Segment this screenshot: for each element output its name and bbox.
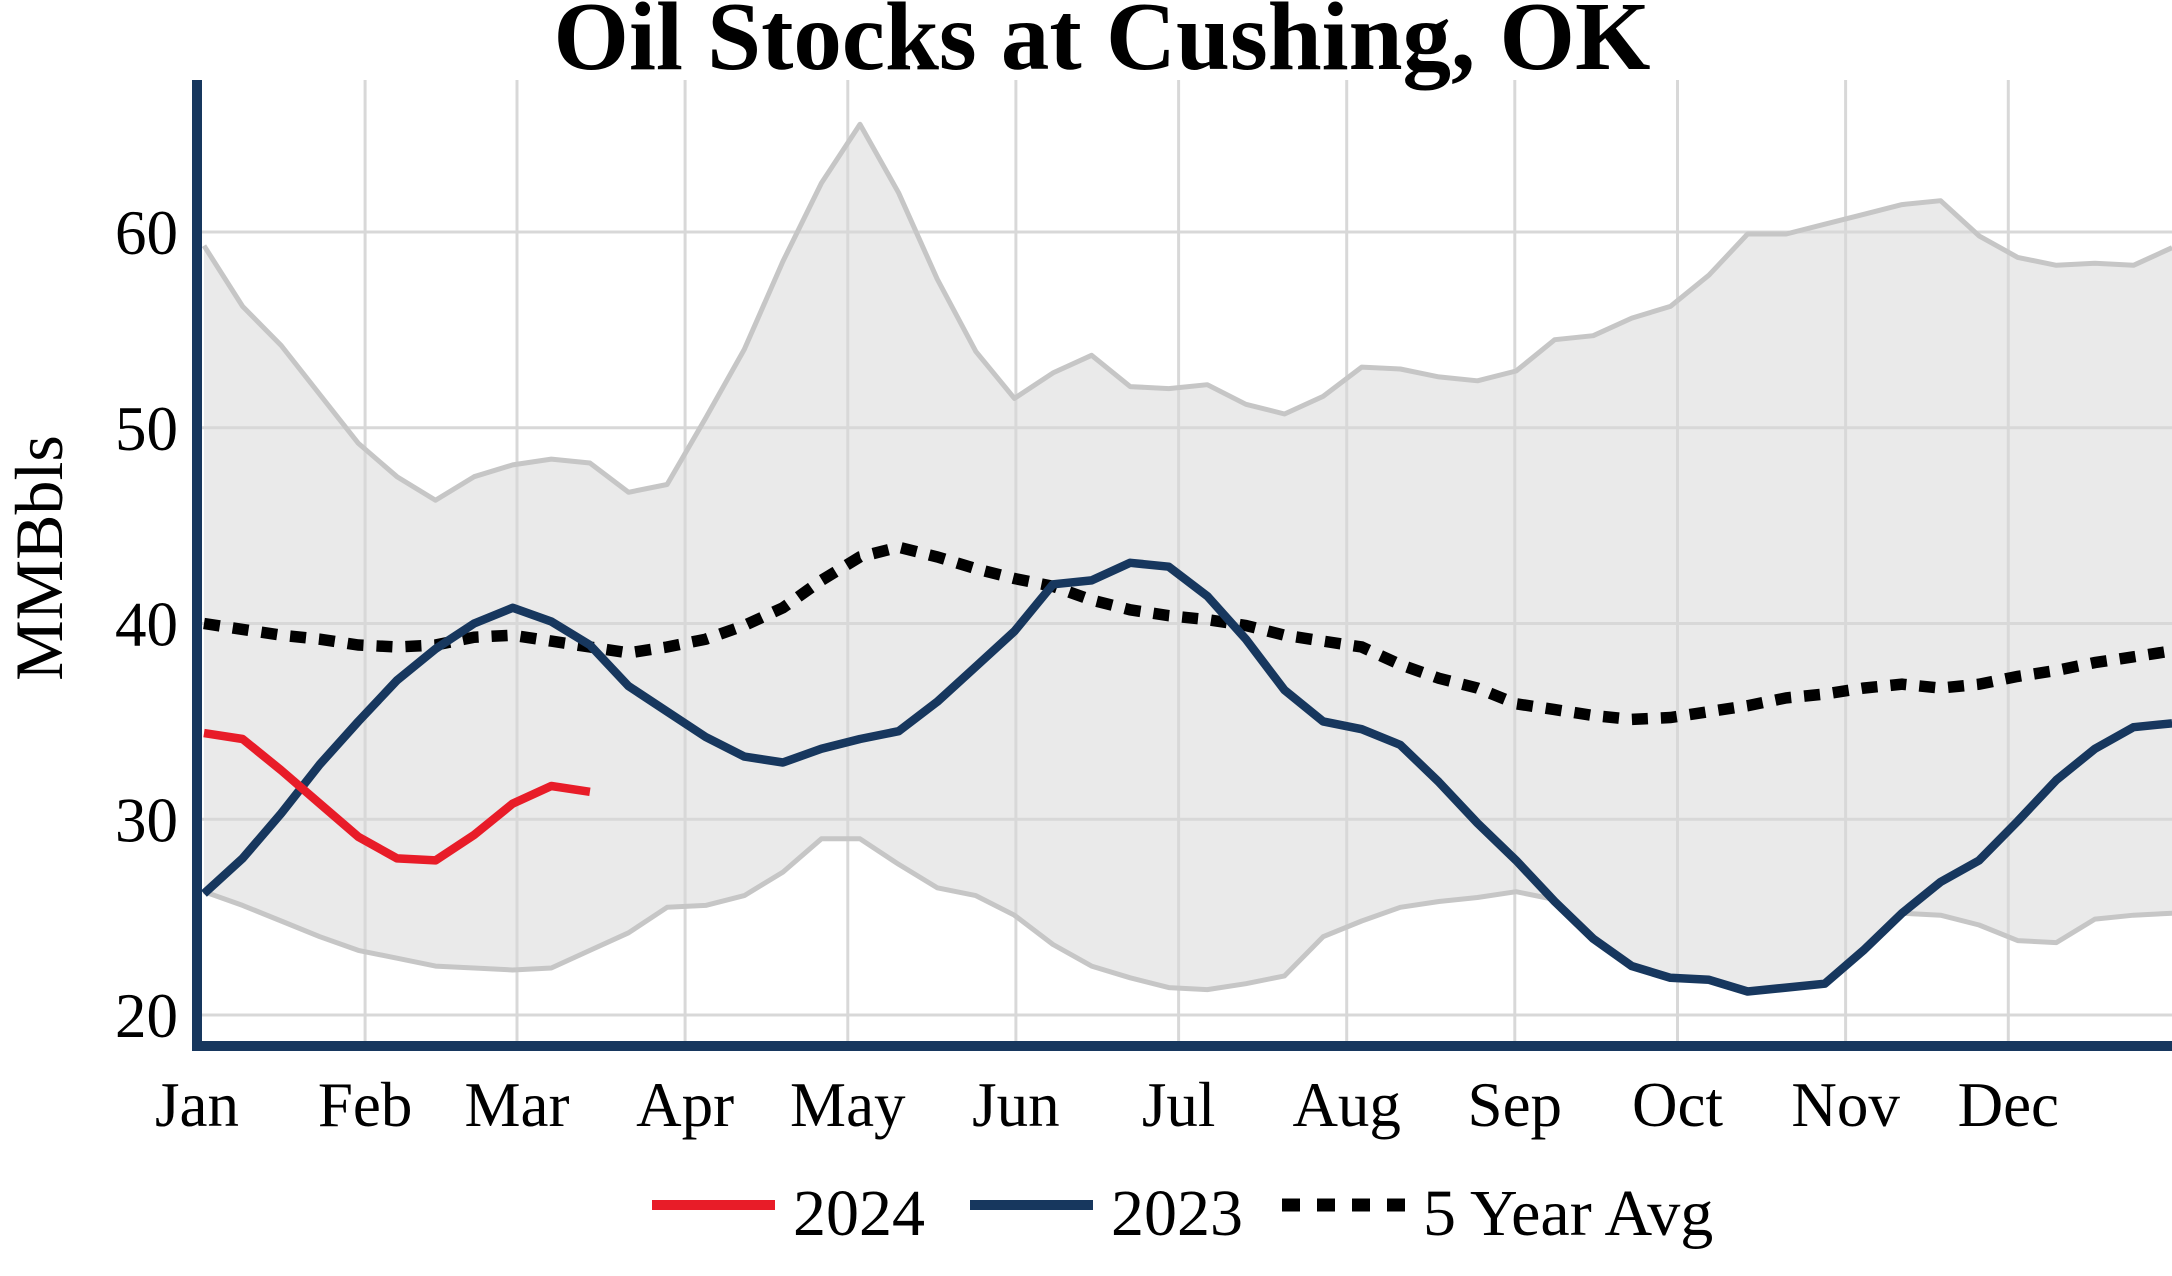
- x-tick-label-Feb: Feb: [318, 1070, 413, 1140]
- x-tick-label-Jul: Jul: [1142, 1070, 1216, 1140]
- y-tick-label-30: 30: [115, 785, 178, 855]
- y-axis-spine: [192, 80, 202, 1051]
- legend: 2024 2023 5 Year Avg: [652, 1177, 1713, 1250]
- legend-label-5 Year Avg: 5 Year Avg: [1423, 1177, 1713, 1250]
- x-tick-label-Nov: Nov: [1791, 1070, 1900, 1140]
- five-year-range-upper-edge: [201, 121, 2172, 503]
- line-2023: [201, 558, 2172, 996]
- band-layer: [204, 124, 2172, 992]
- y-tick-label-50: 50: [115, 394, 178, 464]
- legend-item-2024: 2024: [652, 1177, 925, 1250]
- grid-layer: [197, 80, 2172, 1041]
- series-layer: [201, 541, 2172, 996]
- y-tick-label-40: 40: [115, 590, 178, 660]
- x-tick-label-Oct: Oct: [1632, 1070, 1723, 1140]
- legend-label-2024: 2024: [793, 1177, 925, 1250]
- five-year-range-band: [204, 124, 2172, 992]
- axes-layer: [192, 80, 2172, 1051]
- line-2024: [203, 728, 591, 865]
- y-tick-label-20: 20: [115, 981, 178, 1051]
- x-tick-label-Apr: Apr: [636, 1070, 734, 1140]
- y-tick-label-60: 60: [115, 198, 178, 268]
- x-tick-label-Aug: Aug: [1292, 1070, 1401, 1140]
- x-tick-label-Mar: Mar: [465, 1070, 570, 1140]
- x-tick-label-Sep: Sep: [1468, 1070, 1563, 1140]
- x-tick-label-May: May: [790, 1070, 906, 1140]
- x-axis-spine: [192, 1041, 2172, 1051]
- x-tick-label-Jan: Jan: [155, 1070, 239, 1140]
- legend-label-2023: 2023: [1111, 1177, 1243, 1250]
- legend-item-2023: 2023: [970, 1177, 1243, 1250]
- x-tick-label-Jun: Jun: [972, 1070, 1060, 1140]
- chart-title: Oil Stocks at Cushing, OK: [554, 0, 1651, 90]
- x-tick-label-Dec: Dec: [1958, 1070, 2059, 1140]
- legend-item-5 Year Avg: 5 Year Avg: [1282, 1177, 1713, 1250]
- y-axis-title: MMBbls: [1, 435, 77, 681]
- labels-layer: Oil Stocks at Cushing, OK MMBbls 20 30 40 5…: [1, 0, 2059, 1140]
- five-year-avg-line: [203, 541, 2172, 726]
